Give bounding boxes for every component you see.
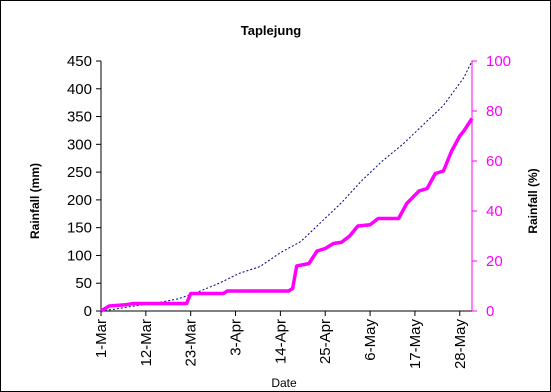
y-tick-label: 400 xyxy=(67,81,92,98)
y-tick-label: 200 xyxy=(67,192,92,209)
x-tick-label: 3-Apr xyxy=(228,319,245,356)
y-tick-label: 450 xyxy=(67,53,92,70)
y2-tick-label: 20 xyxy=(486,253,503,270)
y2-axis-label: Rainfall (%) xyxy=(526,168,540,233)
y-tick-label: 300 xyxy=(67,136,92,153)
x-tick-label: 14-Apr xyxy=(272,319,289,364)
plot-area: 0 50 100 150 200 250 300 350 400 450 0 20 40 60 80 100 1… xyxy=(67,53,511,369)
y-tick-label: 50 xyxy=(75,275,92,292)
y-tick-label: 0 xyxy=(84,303,92,320)
y2-tick-label: 40 xyxy=(486,203,503,220)
x-tick-label: 6-May xyxy=(362,319,379,361)
y-tick-label: 350 xyxy=(67,109,92,126)
y2-tick-label: 100 xyxy=(486,53,511,70)
chart-title: Taplejung xyxy=(241,23,301,38)
series-line-cumulative xyxy=(100,60,473,312)
y-tick-label: 250 xyxy=(67,164,92,181)
y-axis-label: Rainfall (mm) xyxy=(28,163,42,239)
x-tick-label: 12-Mar xyxy=(138,319,155,367)
y-tick-label: 150 xyxy=(67,220,92,237)
x-tick-label: 28-May xyxy=(452,319,469,370)
y2-tick-label: 80 xyxy=(486,103,503,120)
x-tick-label: 23-Mar xyxy=(183,319,200,367)
x-tick-label: 25-Apr xyxy=(317,319,334,364)
x-axis-label: Date xyxy=(271,376,297,390)
y2-tick-label: 0 xyxy=(486,303,494,320)
series-line-percent xyxy=(100,117,474,313)
x-tick-label: 1-Mar xyxy=(93,319,110,358)
y-tick-label: 100 xyxy=(67,247,92,264)
y2-tick-label: 60 xyxy=(486,153,503,170)
x-tick-label: 17-May xyxy=(407,319,424,370)
